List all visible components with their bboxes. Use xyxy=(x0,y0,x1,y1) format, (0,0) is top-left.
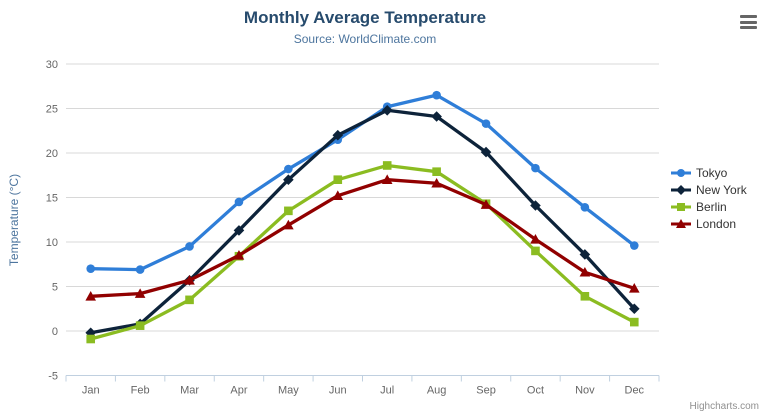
point-new-york-nov-marker[interactable] xyxy=(579,249,591,260)
point-new-york-may-marker[interactable] xyxy=(283,174,294,185)
chart-subtitle: Source: WorldClimate.com xyxy=(293,32,437,46)
x-axis-label: Jul xyxy=(380,385,394,397)
legend-symbol-berlin xyxy=(671,203,691,211)
point-tokyo-aug-marker[interactable] xyxy=(432,90,441,100)
series-line-berlin[interactable] xyxy=(89,163,636,341)
y-axis-label: 20 xyxy=(46,148,58,160)
circle-icon xyxy=(677,169,685,177)
legend-label-berlin: Berlin xyxy=(696,200,727,214)
point-tokyo-jan-marker[interactable] xyxy=(86,264,96,274)
point-london-feb-marker[interactable] xyxy=(134,288,146,298)
point-new-york-apr-marker[interactable] xyxy=(233,225,245,236)
triangle-icon xyxy=(676,219,686,228)
point-new-york-dec-marker[interactable] xyxy=(628,303,640,315)
legend-symbol-tokyo xyxy=(671,169,691,177)
point-london-sep-marker[interactable] xyxy=(480,199,492,209)
point-tokyo-apr-marker[interactable] xyxy=(234,197,244,207)
x-axis-label: May xyxy=(278,385,299,397)
point-berlin-aug-marker[interactable] xyxy=(432,167,441,176)
point-london-dec-marker[interactable] xyxy=(628,282,640,293)
x-axis-label: Jan xyxy=(82,385,100,397)
point-london-jul-marker[interactable] xyxy=(381,174,393,184)
series-line-london[interactable] xyxy=(89,178,636,298)
point-tokyo-may-marker[interactable] xyxy=(284,164,293,174)
point-berlin-jun-marker[interactable] xyxy=(333,175,343,184)
credits-link[interactable]: Highcharts.com xyxy=(689,401,759,412)
x-axis-label: Oct xyxy=(527,385,544,397)
legend-label-tokyo: Tokyo xyxy=(696,166,728,180)
point-new-york-jun-marker[interactable] xyxy=(332,129,344,141)
point-berlin-jul-marker[interactable] xyxy=(382,161,392,170)
hamburger-icon[interactable] xyxy=(740,15,757,29)
hamburger-bar xyxy=(740,20,757,24)
point-london-oct-marker[interactable] xyxy=(530,234,541,244)
y-axis-label: 5 xyxy=(52,282,58,294)
point-berlin-oct-marker[interactable] xyxy=(531,246,540,256)
legend-item-new-york[interactable]: New York xyxy=(671,183,747,197)
point-london-mar-marker[interactable] xyxy=(184,274,195,285)
x-axis-label: Feb xyxy=(131,385,150,397)
legend-label-london: London xyxy=(696,217,737,231)
point-berlin-nov-marker[interactable] xyxy=(580,291,590,301)
legend-symbol-new-york xyxy=(671,185,691,195)
legend-item-tokyo[interactable]: Tokyo xyxy=(671,166,747,180)
point-berlin-may-marker[interactable] xyxy=(284,206,293,216)
point-berlin-feb-marker[interactable] xyxy=(135,321,145,330)
y-axis-title: Temperature (°C) xyxy=(7,173,21,267)
point-berlin-mar-marker[interactable] xyxy=(185,295,194,305)
legend-item-london[interactable]: London xyxy=(671,217,747,231)
point-london-aug-marker[interactable] xyxy=(431,177,442,188)
legend-symbol-london xyxy=(671,219,691,228)
x-axis-label: Nov xyxy=(575,385,595,397)
point-tokyo-feb-marker[interactable] xyxy=(135,265,145,274)
x-axis-label: Aug xyxy=(427,385,447,397)
point-new-york-aug-marker[interactable] xyxy=(431,111,442,122)
point-tokyo-mar-marker[interactable] xyxy=(185,242,194,251)
point-london-jan-marker[interactable] xyxy=(85,290,97,301)
point-london-nov-marker[interactable] xyxy=(579,266,591,277)
point-tokyo-dec-marker[interactable] xyxy=(629,241,639,250)
y-axis-label: 15 xyxy=(46,193,58,205)
square-icon xyxy=(677,203,685,211)
hamburger-bar xyxy=(740,26,757,29)
point-tokyo-oct-marker[interactable] xyxy=(531,163,540,173)
point-new-york-sep-marker[interactable] xyxy=(480,146,492,158)
y-axis-label: 25 xyxy=(46,104,58,116)
point-new-york-oct-marker[interactable] xyxy=(530,200,541,211)
y-axis-label: 30 xyxy=(46,59,58,71)
point-tokyo-sep-marker[interactable] xyxy=(481,119,491,128)
legend-label-new-york: New York xyxy=(696,183,747,197)
x-axis-label: Jun xyxy=(329,385,347,397)
hamburger-bar xyxy=(740,15,757,18)
point-tokyo-nov-marker[interactable] xyxy=(580,202,590,212)
legend: Tokyo New York Berlin London xyxy=(671,166,747,231)
x-axis-label: Apr xyxy=(230,385,247,397)
point-london-apr-marker[interactable] xyxy=(233,250,245,260)
point-london-jun-marker[interactable] xyxy=(332,190,344,201)
diamond-icon xyxy=(676,185,686,195)
point-berlin-dec-marker[interactable] xyxy=(629,317,639,327)
x-axis-label: Mar xyxy=(180,385,199,397)
chart-title: Monthly Average Temperature xyxy=(243,8,487,27)
point-berlin-jan-marker[interactable] xyxy=(86,334,96,344)
x-axis-label: Sep xyxy=(476,385,496,397)
legend-item-berlin[interactable]: Berlin xyxy=(671,200,747,214)
y-axis-label: -5 xyxy=(48,371,58,383)
series-line-new-york[interactable] xyxy=(89,108,636,335)
y-axis-label: 10 xyxy=(46,237,58,249)
point-new-york-jul-marker[interactable] xyxy=(381,104,393,116)
point-london-may-marker[interactable] xyxy=(283,219,294,230)
y-axis-label: 0 xyxy=(52,326,58,338)
x-axis-label: Dec xyxy=(625,385,645,397)
